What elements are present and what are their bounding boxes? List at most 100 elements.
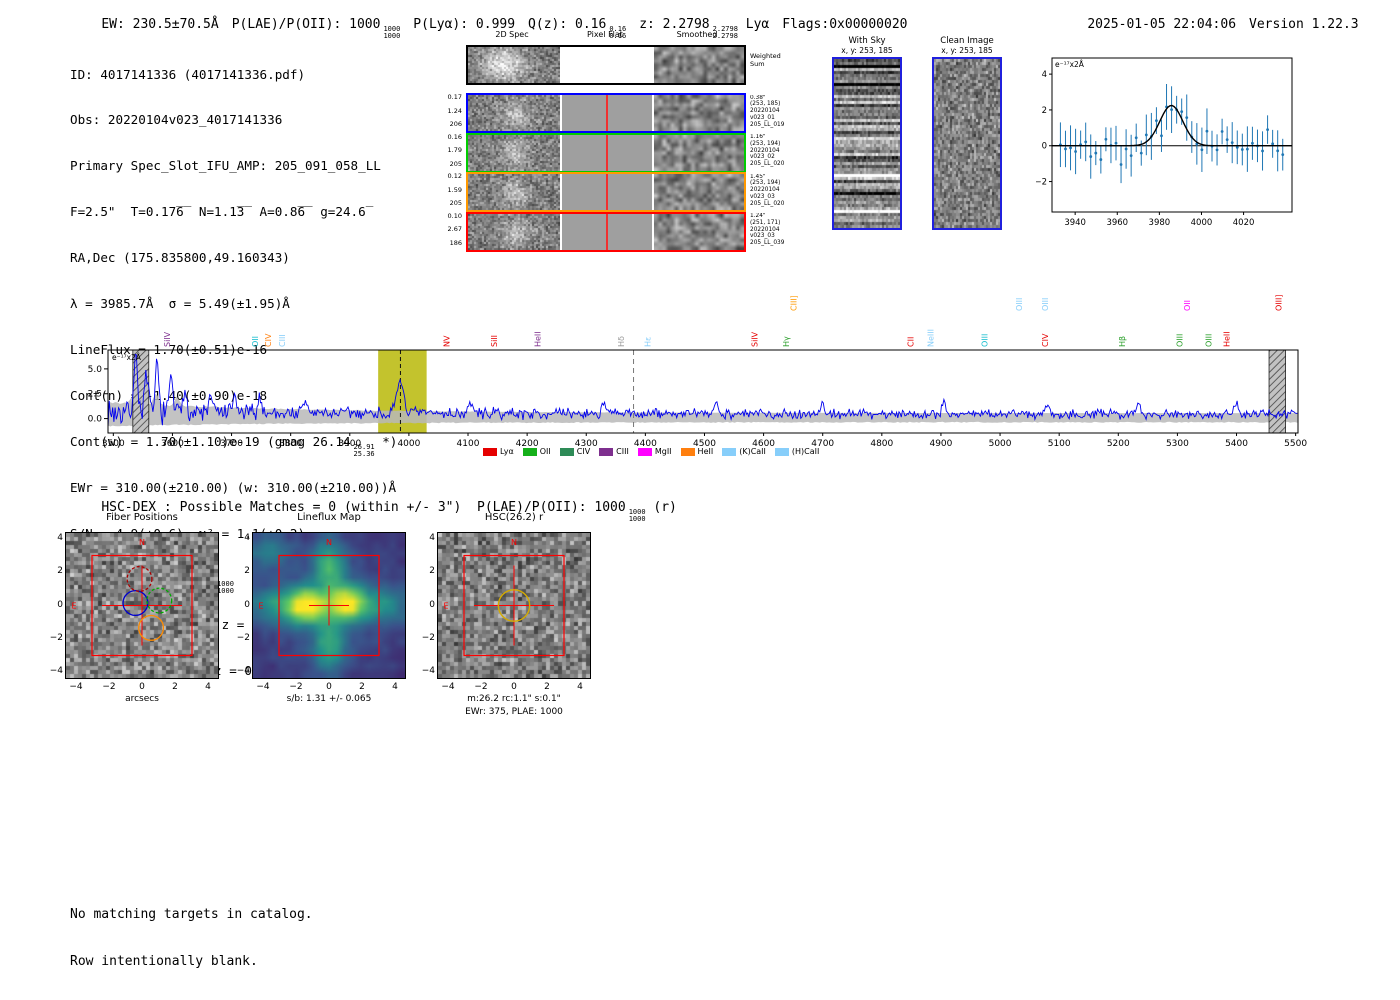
fiber-positions-overlay: NE — [71, 538, 193, 657]
x-tick-label: 3800 — [279, 439, 302, 449]
x-tick-label: 4 — [577, 682, 583, 692]
y-tick-label: 4 — [429, 533, 435, 544]
hsc-overlay: NE — [443, 538, 565, 657]
legend-item: CIV — [559, 447, 590, 456]
x-tick-label: 3960 — [1106, 218, 1128, 228]
y-tick-label: 4 — [244, 533, 250, 544]
y-tick-label: 0.0 — [88, 415, 103, 425]
y-tick-label: −2 — [421, 632, 435, 643]
x-tick-label: 0 — [511, 682, 517, 692]
spec2d-section: 2D Spec Pixel Flat Smoothed Weighted Sum… — [448, 30, 826, 265]
x-tick-label: −2 — [474, 682, 488, 692]
legend-label: HeII — [697, 447, 714, 456]
spec2d-pixel-flat — [562, 134, 652, 171]
legend-swatch — [774, 447, 789, 456]
fraction-bottom: 1000 — [217, 587, 234, 596]
x-tick-label: 4700 — [811, 439, 834, 449]
y-tick-label: 0 — [57, 599, 63, 610]
data-point — [1180, 110, 1184, 114]
fraction-top: 0.16 — [609, 25, 627, 33]
y-tick-label: 2 — [1042, 106, 1047, 116]
header-ew: EW: 230.5±70.5Å — [101, 17, 219, 32]
plae-fraction: 1000 1000 — [217, 581, 234, 595]
fraction-bottom: 1000 — [383, 32, 401, 40]
compass-east-label: E — [443, 602, 448, 611]
ifu-footprint-box — [91, 554, 193, 657]
x-tick-label: 2 — [172, 682, 178, 692]
spec2d-smoothed-image — [654, 213, 744, 250]
line-marker-label: OII — [1183, 300, 1192, 311]
hsc-title: HSC(26.2) r — [484, 512, 544, 523]
spec2d-row-annotation: 1.24" (251, 171) 20220104 v023_03 205_LL… — [750, 213, 785, 247]
y-tick-label: 2.5 — [88, 390, 102, 400]
info-seeing-line: F=2.5" T=0.17̅6̅ N=1.1̅3̅ A=0.8̅6̅ g=24.… — [70, 204, 366, 220]
fraction-top: 2.2798 — [712, 25, 738, 33]
spec2d-row-tick-label: 2.67 — [447, 225, 462, 233]
y-tick-label: −4 — [236, 665, 250, 676]
spec2d-row-tick-label: 206 — [449, 120, 462, 128]
hsc-match-text: HSC-DEX : Possible Matches = 0 (within +… — [101, 500, 626, 515]
x-tick-label: 4000 — [1191, 218, 1213, 228]
data-point — [1271, 142, 1275, 146]
line-marker-label: HeII — [1222, 331, 1231, 347]
data-point — [1225, 138, 1229, 142]
hsc-plae-fraction: 1000 1000 — [629, 509, 646, 523]
legend-item: (K)CaII — [722, 447, 766, 456]
spec2d-row — [466, 132, 746, 173]
data-point — [1276, 149, 1280, 153]
x-tick-label: 0 — [139, 682, 145, 692]
x-tick-label: 2 — [359, 682, 365, 692]
info-lineflux-line: LineFlux = 1.70(±0.51)e-16 — [70, 341, 268, 357]
data-point — [1281, 153, 1285, 157]
x-tick-label: 0 — [326, 682, 332, 692]
fiber-center-line — [606, 134, 608, 171]
weighted-sum-label: Weighted Sum — [750, 52, 781, 68]
hsc-xlabel: m:26.2 rc:1.1" s:0.1" — [467, 694, 561, 704]
lineflux-overlay: NE — [258, 538, 380, 657]
header-qz: Q(z): 0.16 0.16 0.16 — [528, 17, 627, 40]
legend-item: HeII — [680, 447, 714, 456]
x-tick-label: −4 — [69, 682, 83, 692]
footer-line-2: Row intentionally blank. — [70, 953, 258, 969]
line-marker-label: OII — [251, 336, 260, 347]
footer-notes: No matching targets in catalog. Row inte… — [70, 876, 313, 1000]
lineflux-title: Lineflux Map — [297, 512, 361, 523]
spec2d-row-tick-label: 205 — [449, 199, 462, 207]
data-point — [1134, 136, 1138, 140]
line-marker-label: SiIV — [751, 331, 760, 347]
plot-frame — [1051, 57, 1293, 213]
legend-label: CIII — [616, 447, 629, 456]
info-slot-line: Primary Spec_Slot_IFU_AMP: 205_091_058_L… — [70, 158, 381, 174]
data-point — [1114, 141, 1118, 145]
data-point — [1089, 155, 1093, 158]
line-marker-label: CIV — [264, 333, 273, 347]
header-z: z: 2.2798 2.2798 2.2798 Lyα — [639, 17, 770, 40]
data-point — [1205, 129, 1209, 133]
spec2d-smoothed-image — [654, 134, 744, 171]
data-point — [1220, 130, 1224, 133]
spec2d-row-annotation: 0.38" (253, 185) 20220104 v023_01 205_LL… — [750, 94, 785, 128]
header-z-classification: Lyα — [745, 17, 770, 32]
legend-swatch — [722, 447, 737, 456]
x-tick-label: −2 — [102, 682, 116, 692]
x-tick-label: 3500 — [102, 439, 125, 449]
spec2d-row — [466, 45, 746, 85]
fiber-circle — [146, 587, 173, 614]
x-tick-label: 4900 — [929, 439, 952, 449]
full-spectrum-chart: 3500 3600 3700 3800 3900 4000 4100 4200 4300 4400… — [88, 295, 1308, 450]
spec2d-row — [466, 172, 746, 212]
data-point — [1124, 147, 1128, 151]
legend-label: (H)CaII — [791, 447, 820, 456]
legend-swatch — [522, 447, 537, 456]
line-marker-label: Hδ — [617, 336, 626, 347]
data-point — [1261, 149, 1264, 153]
line-fit-chart: 3940 3960 3980 4000 4020 4 2 0 −2 e⁻¹⁷x2Å — [1036, 57, 1293, 228]
info-contw-line: Cont(w) = 1.70(±1.10)e-19 (gmag 26.14 26.… — [70, 434, 404, 458]
line-marker-label: SiII — [490, 335, 499, 347]
x-tick-label: 5200 — [1107, 439, 1130, 449]
legend-item: (H)CaII — [774, 447, 820, 456]
fiber-center-line — [606, 95, 608, 131]
with-sky-coords: x, y: 253, 185 — [841, 46, 893, 55]
spectrum-line — [107, 353, 1298, 428]
